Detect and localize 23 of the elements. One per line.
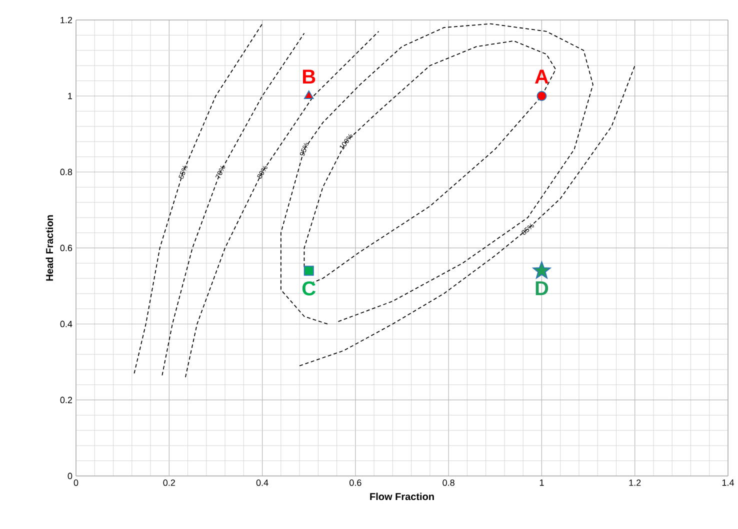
x-axis-title: Flow Fraction — [370, 492, 434, 500]
y-tick-label: 0.8 — [60, 168, 72, 176]
y-tick-label: 1 — [68, 92, 72, 100]
series-label: B — [302, 70, 316, 84]
series-label: A — [534, 70, 548, 84]
series-label: D — [536, 281, 548, 296]
series-label: C — [302, 281, 316, 296]
x-tick-label: 1.2 — [629, 480, 641, 486]
line-series — [299, 65, 636, 366]
x-tick-label: 1 — [540, 480, 544, 486]
y-tick-label: 1.2 — [60, 16, 72, 24]
x-tick-label: 0.4 — [256, 480, 268, 486]
y-tick-label: 0 — [68, 472, 72, 480]
x-tick-label: 0.2 — [163, 480, 175, 486]
y-axis-title: Head Fraction — [46, 215, 54, 281]
x-tick-label: 1.4 — [722, 480, 734, 486]
x-tick-label: 0.6 — [350, 480, 362, 486]
x-tick-label: 0 — [74, 480, 78, 486]
y-tick-label: 0.6 — [60, 244, 72, 252]
line-series — [280, 23, 594, 324]
x-tick-label: 0.8 — [442, 480, 454, 486]
y-tick-label: 0.2 — [60, 396, 72, 404]
y-tick-label: 0.4 — [60, 320, 72, 328]
